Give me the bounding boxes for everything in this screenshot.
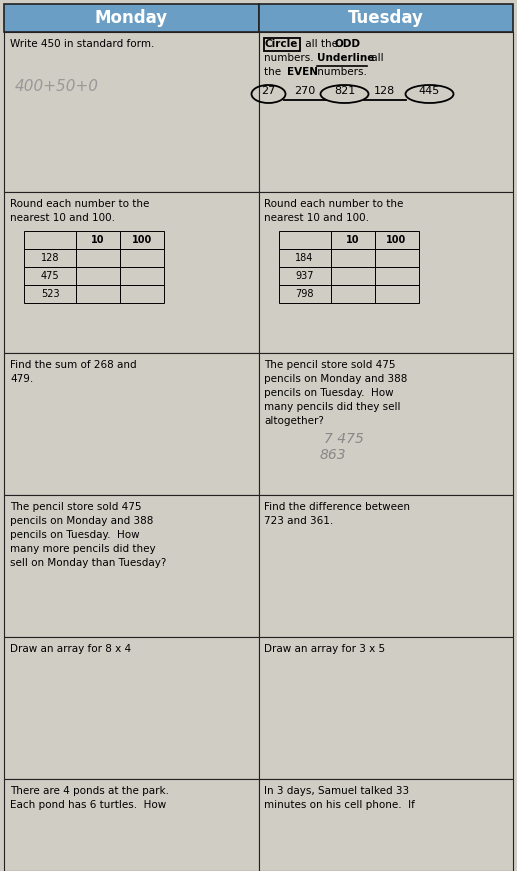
Bar — [120, 267, 164, 286]
Text: In 3 days, Samuel talked 33: In 3 days, Samuel talked 33 — [265, 787, 409, 796]
Bar — [24, 286, 76, 303]
Text: Round each number to the: Round each number to the — [10, 199, 149, 209]
Text: 863: 863 — [320, 448, 346, 462]
Text: pencils on Tuesday.  How: pencils on Tuesday. How — [10, 530, 140, 540]
Bar — [330, 286, 374, 303]
Text: numbers.: numbers. — [265, 53, 317, 63]
Text: altogether?: altogether? — [265, 416, 324, 426]
Text: 723 and 361.: 723 and 361. — [265, 516, 334, 526]
Text: ODD: ODD — [334, 39, 360, 49]
Text: Find the difference between: Find the difference between — [265, 502, 410, 512]
Bar — [24, 249, 76, 267]
Bar — [4, 495, 258, 638]
Bar — [258, 353, 513, 495]
Text: 400+50+0: 400+50+0 — [15, 79, 99, 94]
Bar — [279, 232, 330, 249]
Bar — [258, 780, 513, 871]
Bar — [374, 232, 418, 249]
Text: 479.: 479. — [10, 374, 33, 384]
Text: sell on Monday than Tuesday?: sell on Monday than Tuesday? — [10, 558, 166, 568]
Text: Tuesday: Tuesday — [348, 9, 424, 27]
Text: 445: 445 — [419, 86, 440, 96]
Text: Circle: Circle — [265, 39, 298, 49]
Text: 184: 184 — [295, 253, 314, 263]
Text: many pencils did they sell: many pencils did they sell — [265, 402, 401, 412]
Text: The pencil store sold 475: The pencil store sold 475 — [10, 502, 142, 512]
Text: Draw an array for 3 x 5: Draw an array for 3 x 5 — [265, 645, 386, 654]
Text: pencils on Monday and 388: pencils on Monday and 388 — [10, 516, 154, 526]
Text: 7 475: 7 475 — [325, 432, 364, 446]
Text: Find the sum of 268 and: Find the sum of 268 and — [10, 360, 136, 370]
Text: 523: 523 — [41, 289, 59, 300]
Bar — [120, 286, 164, 303]
Text: The pencil store sold 475: The pencil store sold 475 — [265, 360, 396, 370]
Text: pencils on Monday and 388: pencils on Monday and 388 — [265, 374, 408, 384]
Bar — [4, 353, 258, 495]
Text: Monday: Monday — [95, 9, 168, 27]
Text: 937: 937 — [295, 272, 314, 281]
Bar — [4, 192, 258, 353]
Bar — [76, 249, 120, 267]
Bar — [120, 249, 164, 267]
Bar — [4, 780, 258, 871]
Text: nearest 10 and 100.: nearest 10 and 100. — [265, 213, 370, 224]
Text: 100: 100 — [132, 235, 152, 246]
Bar — [330, 232, 374, 249]
Text: the: the — [265, 67, 285, 77]
Bar — [120, 232, 164, 249]
Text: pencils on Tuesday.  How: pencils on Tuesday. How — [265, 388, 394, 398]
Text: all the: all the — [302, 39, 342, 49]
Bar — [4, 4, 258, 32]
Bar — [330, 249, 374, 267]
Bar — [258, 32, 513, 192]
Bar — [258, 4, 513, 32]
Bar — [264, 38, 299, 51]
Text: EVEN: EVEN — [286, 67, 317, 77]
Text: 27: 27 — [262, 86, 276, 96]
Bar — [330, 267, 374, 286]
Bar — [4, 32, 258, 192]
Text: Draw an array for 8 x 4: Draw an array for 8 x 4 — [10, 645, 131, 654]
Text: Write 450 in standard form.: Write 450 in standard form. — [10, 39, 155, 49]
Bar — [374, 267, 418, 286]
Text: 100: 100 — [386, 235, 407, 246]
Bar — [258, 495, 513, 638]
Bar — [374, 249, 418, 267]
Bar — [258, 638, 513, 780]
Text: minutes on his cell phone.  If: minutes on his cell phone. If — [265, 800, 415, 810]
Text: 798: 798 — [295, 289, 314, 300]
Text: 821: 821 — [334, 86, 355, 96]
Text: Each pond has 6 turtles.  How: Each pond has 6 turtles. How — [10, 800, 166, 810]
Text: 10: 10 — [91, 235, 105, 246]
Bar — [24, 232, 76, 249]
Text: 10: 10 — [346, 235, 359, 246]
Text: 128: 128 — [374, 86, 395, 96]
Bar — [76, 286, 120, 303]
Text: numbers.: numbers. — [314, 67, 368, 77]
Bar — [24, 267, 76, 286]
Text: 128: 128 — [41, 253, 59, 263]
Text: 270: 270 — [294, 86, 315, 96]
Bar — [279, 286, 330, 303]
Bar — [374, 286, 418, 303]
Text: Underline: Underline — [316, 53, 374, 63]
Bar — [279, 249, 330, 267]
Text: 475: 475 — [41, 272, 59, 281]
Text: There are 4 ponds at the park.: There are 4 ponds at the park. — [10, 787, 169, 796]
Bar — [258, 192, 513, 353]
Text: all: all — [368, 53, 383, 63]
Bar — [279, 267, 330, 286]
Text: many more pencils did they: many more pencils did they — [10, 544, 156, 554]
Text: Round each number to the: Round each number to the — [265, 199, 404, 209]
Bar — [4, 638, 258, 780]
Text: nearest 10 and 100.: nearest 10 and 100. — [10, 213, 115, 224]
Bar — [76, 232, 120, 249]
Bar — [76, 267, 120, 286]
